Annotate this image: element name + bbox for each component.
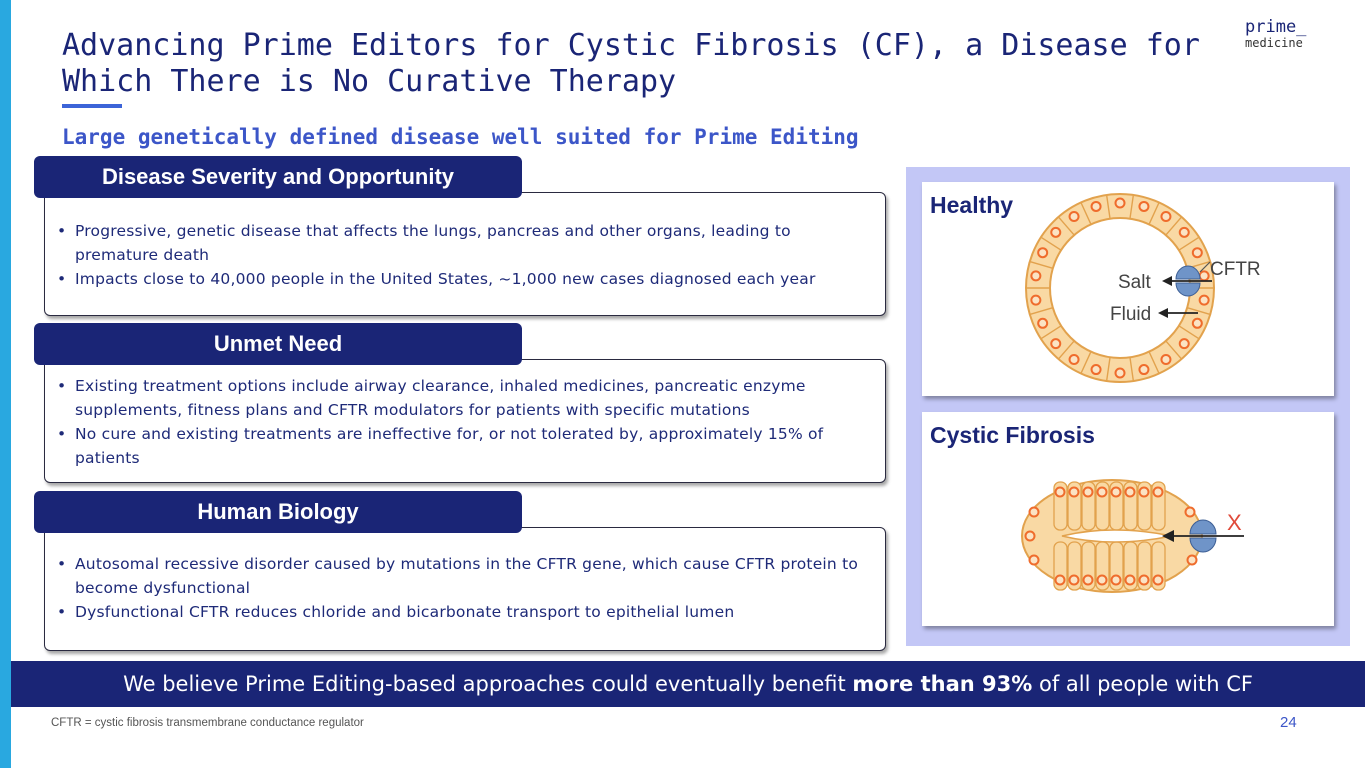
- healthy-epithelium-diagram: CFTR Salt Fluid: [1025, 193, 1261, 383]
- bullet-item: • No cure and existing treatments are ine…: [57, 422, 871, 470]
- cftr-channel-icon: [1189, 519, 1217, 553]
- diagram-panel: CFTR Salt Fluid Healthy X Cystic Fibrosi…: [906, 167, 1350, 646]
- title-underline: [62, 104, 122, 108]
- banner-suffix: of all people with CF: [1032, 672, 1253, 696]
- page-number: 24: [1280, 714, 1297, 731]
- bullet-item: • Progressive, genetic disease that affec…: [57, 219, 871, 267]
- section-human-biology: Human Biology • Autosomal recessive disor…: [34, 491, 894, 653]
- bullet-text: Autosomal recessive disorder caused by m…: [75, 555, 859, 597]
- section-content-box: • Progressive, genetic disease that affec…: [44, 192, 886, 316]
- section-content-box: • Existing treatment options include airw…: [44, 359, 886, 483]
- bullet-list: • Progressive, genetic disease that affec…: [57, 219, 871, 291]
- bullet-text: No cure and existing treatments are inef…: [75, 425, 824, 467]
- bullet-item: • Dysfunctional CFTR reduces chloride and…: [57, 600, 871, 624]
- cftr-leader-line: [1199, 261, 1211, 273]
- fluid-arrowhead: [1158, 308, 1168, 318]
- conclusion-banner: We believe Prime Editing-based approache…: [11, 661, 1365, 707]
- section-unmet-need: Unmet Need • Existing treatment options i…: [34, 323, 894, 485]
- healthy-card: CFTR Salt Fluid Healthy: [922, 182, 1334, 396]
- cftr-channel-icon: [1175, 265, 1201, 297]
- bullet-icon: •: [57, 377, 67, 395]
- bullet-icon: •: [57, 222, 67, 240]
- section-heading: Unmet Need: [34, 323, 522, 365]
- page-title: Advancing Prime Editors for Cystic Fibro…: [62, 28, 1200, 99]
- banner-prefix: We believe Prime Editing-based approache…: [123, 672, 853, 696]
- logo-bottom-text: medicine: [1245, 36, 1303, 50]
- blocked-arrowhead: [1162, 530, 1174, 542]
- bullet-text: Impacts close to 40,000 people in the Un…: [75, 270, 816, 288]
- salt-arrowhead: [1162, 276, 1172, 286]
- fluid-label: Fluid: [1110, 304, 1151, 325]
- bullet-item: • Impacts close to 40,000 people in the U…: [57, 267, 871, 291]
- cf-epithelium-diagram: X: [1021, 479, 1244, 593]
- bullet-item: • Autosomal recessive disorder caused by …: [57, 552, 871, 600]
- bullet-list: • Autosomal recessive disorder caused by …: [57, 552, 871, 624]
- bullet-icon: •: [57, 270, 67, 288]
- blocked-x-mark: X: [1227, 510, 1242, 535]
- banner-emphasis: more than 93%: [852, 672, 1033, 696]
- logo-top-text: prime_: [1245, 17, 1307, 37]
- bullet-icon: •: [57, 555, 67, 573]
- bullet-item: • Existing treatment options include airw…: [57, 374, 871, 422]
- cftr-label: CFTR: [1210, 259, 1261, 280]
- bullet-text: Dysfunctional CFTR reduces chloride and …: [75, 603, 735, 621]
- section-heading: Disease Severity and Opportunity: [34, 156, 522, 198]
- company-logo: prime_ medicine: [1245, 18, 1306, 50]
- bullet-icon: •: [57, 425, 67, 443]
- section-heading: Human Biology: [34, 491, 522, 533]
- healthy-label: Healthy: [930, 192, 1014, 218]
- left-accent-bar: [0, 0, 11, 768]
- salt-label: Salt: [1118, 272, 1151, 293]
- cystic-fibrosis-card: X Cystic Fibrosis: [922, 412, 1334, 626]
- footnote: CFTR = cystic fibrosis transmembrane con…: [51, 717, 364, 729]
- cystic-fibrosis-label: Cystic Fibrosis: [930, 422, 1095, 448]
- bullet-list: • Existing treatment options include airw…: [57, 374, 871, 470]
- bullet-icon: •: [57, 603, 67, 621]
- bullet-text: Existing treatment options include airwa…: [75, 377, 806, 419]
- page-subtitle: Large genetically defined disease well s…: [62, 125, 859, 149]
- section-disease-severity: Disease Severity and Opportunity • Progre…: [34, 156, 894, 318]
- section-content-box: • Autosomal recessive disorder caused by …: [44, 527, 886, 651]
- bullet-text: Progressive, genetic disease that affect…: [75, 222, 791, 264]
